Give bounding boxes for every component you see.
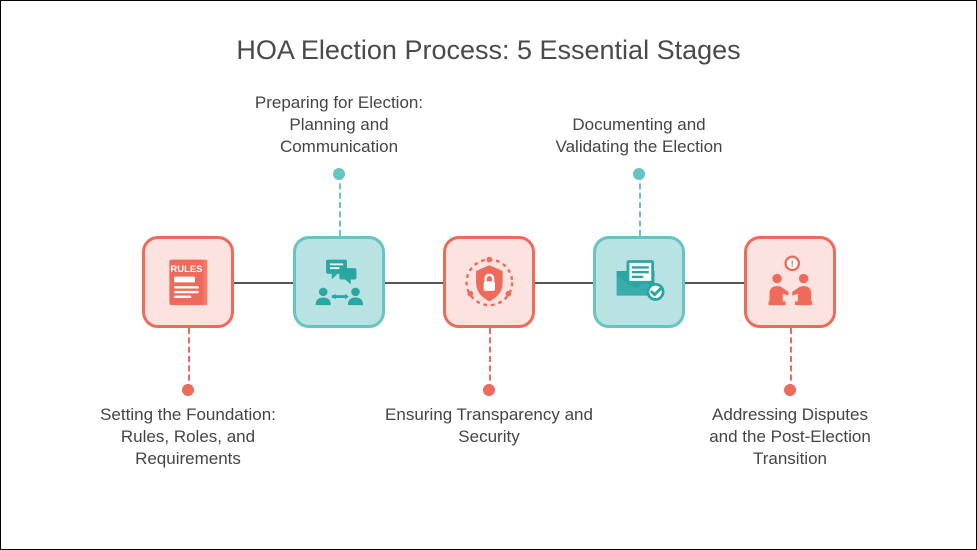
stage-4-box xyxy=(593,236,685,328)
diagram-title: HOA Election Process: 5 Essential Stages xyxy=(1,35,976,66)
stage-3-shield-icon xyxy=(459,252,520,313)
stage-5-dot xyxy=(784,384,796,396)
stage-5-connector xyxy=(790,328,792,390)
stage-4-docs-icon xyxy=(609,252,670,313)
stage-1-dot xyxy=(182,384,194,396)
stage-3-box xyxy=(443,236,535,328)
stage-2-comms-icon xyxy=(309,252,370,313)
stage-2-box xyxy=(293,236,385,328)
stage-3-label: Ensuring Transparency and Security xyxy=(384,404,594,448)
stage-3-connector xyxy=(489,328,491,390)
stage-1-connector xyxy=(188,328,190,390)
stage-5-box: ! xyxy=(744,236,836,328)
stage-4-connector xyxy=(639,174,641,236)
stage-5-dispute-icon: ! xyxy=(760,252,821,313)
stage-2-dot xyxy=(333,168,345,180)
stage-1-rules-icon: RULES xyxy=(158,252,219,313)
stage-1-label: Setting the Foundation: Rules, Roles, an… xyxy=(98,404,278,470)
stage-2-connector xyxy=(339,174,341,236)
svg-text:RULES: RULES xyxy=(170,264,202,275)
stage-4-label: Documenting and Validating the Election xyxy=(549,114,729,158)
stage-1-box: RULES xyxy=(142,236,234,328)
svg-text:!: ! xyxy=(790,259,793,270)
stage-3-dot xyxy=(483,384,495,396)
stage-4-dot xyxy=(633,168,645,180)
stage-5-label: Addressing Disputes and the Post-Electio… xyxy=(705,404,875,470)
stage-2-label: Preparing for Election: Planning and Com… xyxy=(239,92,439,158)
